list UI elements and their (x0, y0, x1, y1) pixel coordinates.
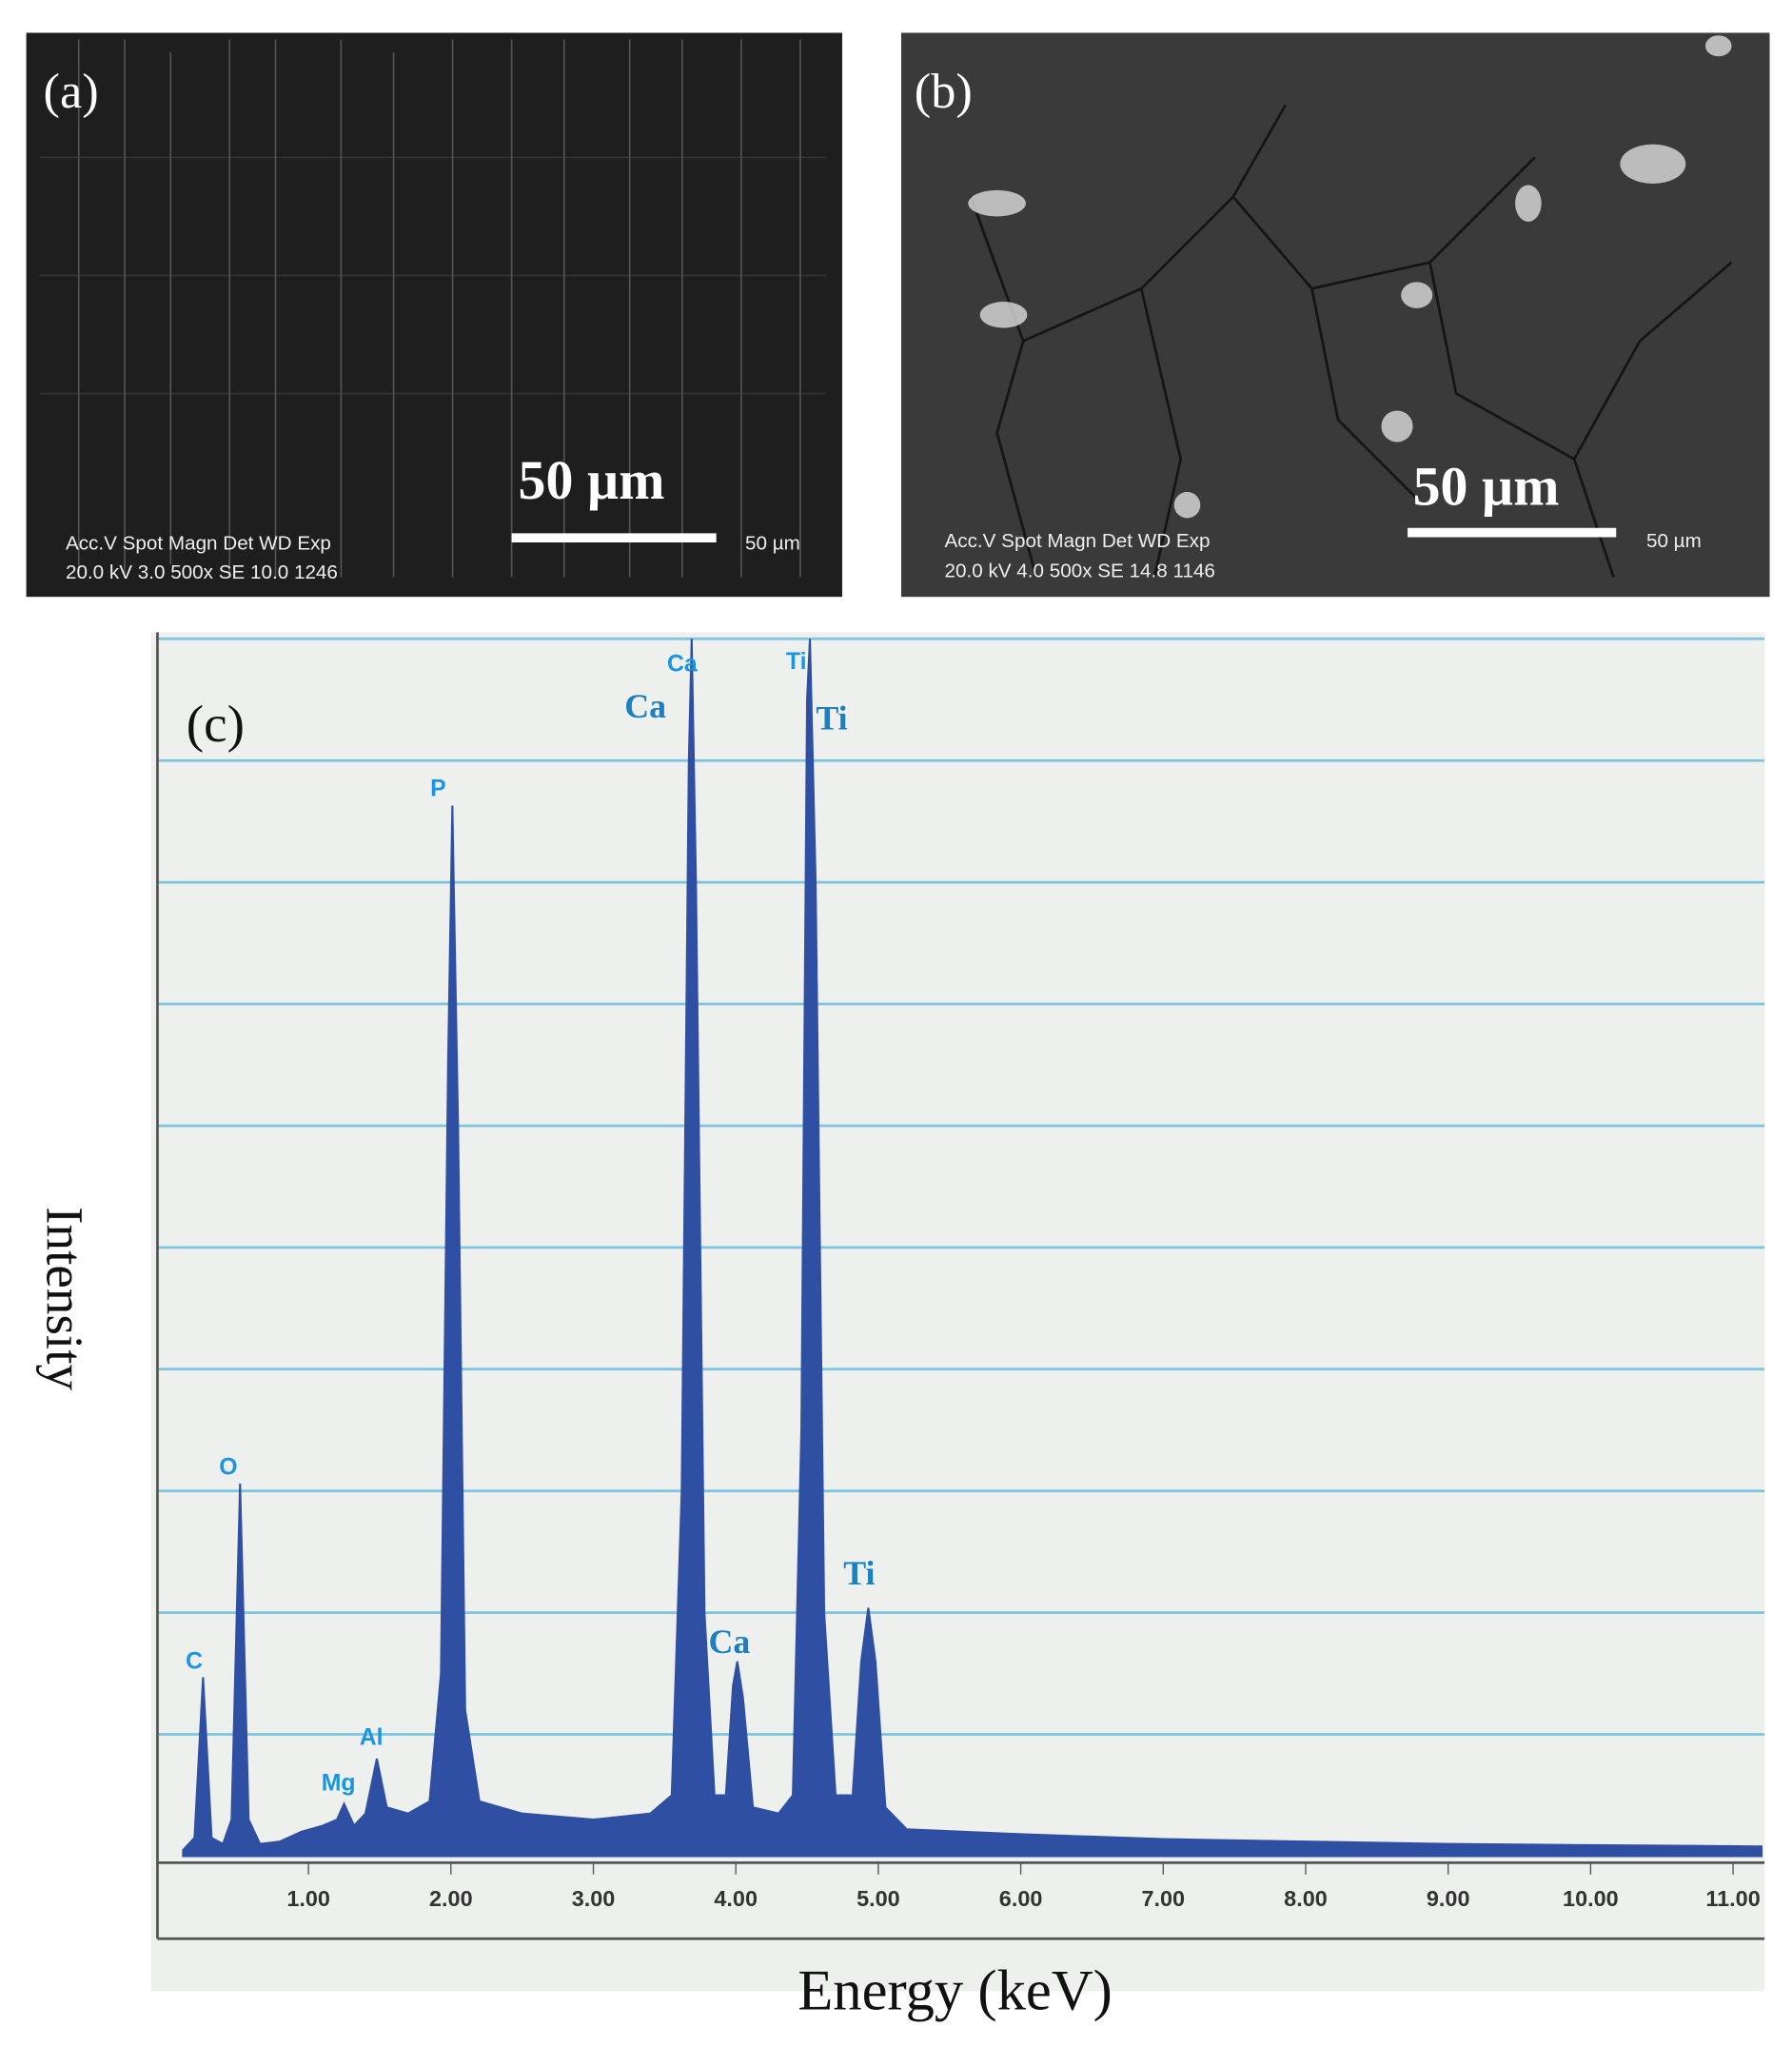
x-tick-label: 11.00 (1705, 1886, 1760, 1911)
x-tick-label: 7.00 (1142, 1886, 1186, 1911)
scale-label: 50 µm (519, 449, 665, 511)
y-axis-label: Intensity (36, 1207, 94, 1390)
x-tick-label: 2.00 (429, 1886, 473, 1911)
texture (969, 104, 1733, 578)
panel-label: (a) (44, 64, 99, 119)
peak-label: P (430, 777, 446, 802)
texture (968, 35, 1732, 519)
peak-label: Ti (786, 649, 807, 675)
x-tick-label: 8.00 (1284, 1886, 1328, 1911)
x-tick-label: 6.00 (999, 1886, 1043, 1911)
peak-label: Ti (843, 1554, 875, 1592)
peak-label: Mg (322, 1771, 356, 1797)
scale-small: 50 µm (1646, 530, 1702, 552)
sem-panel-a: (a) 50 µm Acc.V Spot Magn Det WD Exp 20.… (26, 32, 842, 598)
sem-panel-b: (b) 50 µm Acc.V Spot Magn Det WD Exp 20.… (901, 32, 1770, 598)
x-tick-label: 1.00 (286, 1886, 330, 1911)
panel-label: (b) (915, 64, 973, 119)
peak-label: Al (360, 1724, 384, 1750)
x-axis-label: Energy (keV) (798, 1959, 1113, 2023)
info-values: 20.0 kV 4.0 500x SE 14.8 1146 (945, 561, 1215, 582)
plot: 1.00 2.00 3.00 4.00 5.00 6.00 7.00 8.00 9.00 10.0… (156, 632, 1765, 1940)
spectrum (182, 639, 1763, 1858)
texture (39, 39, 827, 578)
scale-label: 50 µm (1413, 456, 1560, 518)
panel-label: (c) (187, 695, 245, 753)
peak-label: Ti (816, 699, 847, 737)
chart-background (150, 632, 1765, 1992)
peak-label: Ca (667, 652, 698, 678)
x-tick-label: 3.00 (572, 1886, 616, 1911)
peak-label: Ca (624, 687, 666, 725)
info-values: 20.0 kV 3.0 500x SE 10.0 1246 (66, 561, 338, 583)
x-tick-label: 10.00 (1563, 1886, 1619, 1911)
peak-label: Ca (709, 1623, 751, 1661)
info-header: Acc.V Spot Magn Det WD Exp (66, 533, 331, 555)
sem-image (26, 32, 842, 598)
x-tick-label: 4.00 (714, 1886, 758, 1911)
x-tick-label: 9.00 (1427, 1886, 1470, 1911)
peak-label: O (219, 1454, 237, 1480)
x-tick-label: 5.00 (857, 1886, 900, 1911)
peak-label: C (186, 1648, 203, 1674)
sem-image (901, 32, 1770, 598)
info-header: Acc.V Spot Magn Det WD Exp (945, 530, 1211, 552)
scale-small: 50 µm (745, 533, 800, 555)
